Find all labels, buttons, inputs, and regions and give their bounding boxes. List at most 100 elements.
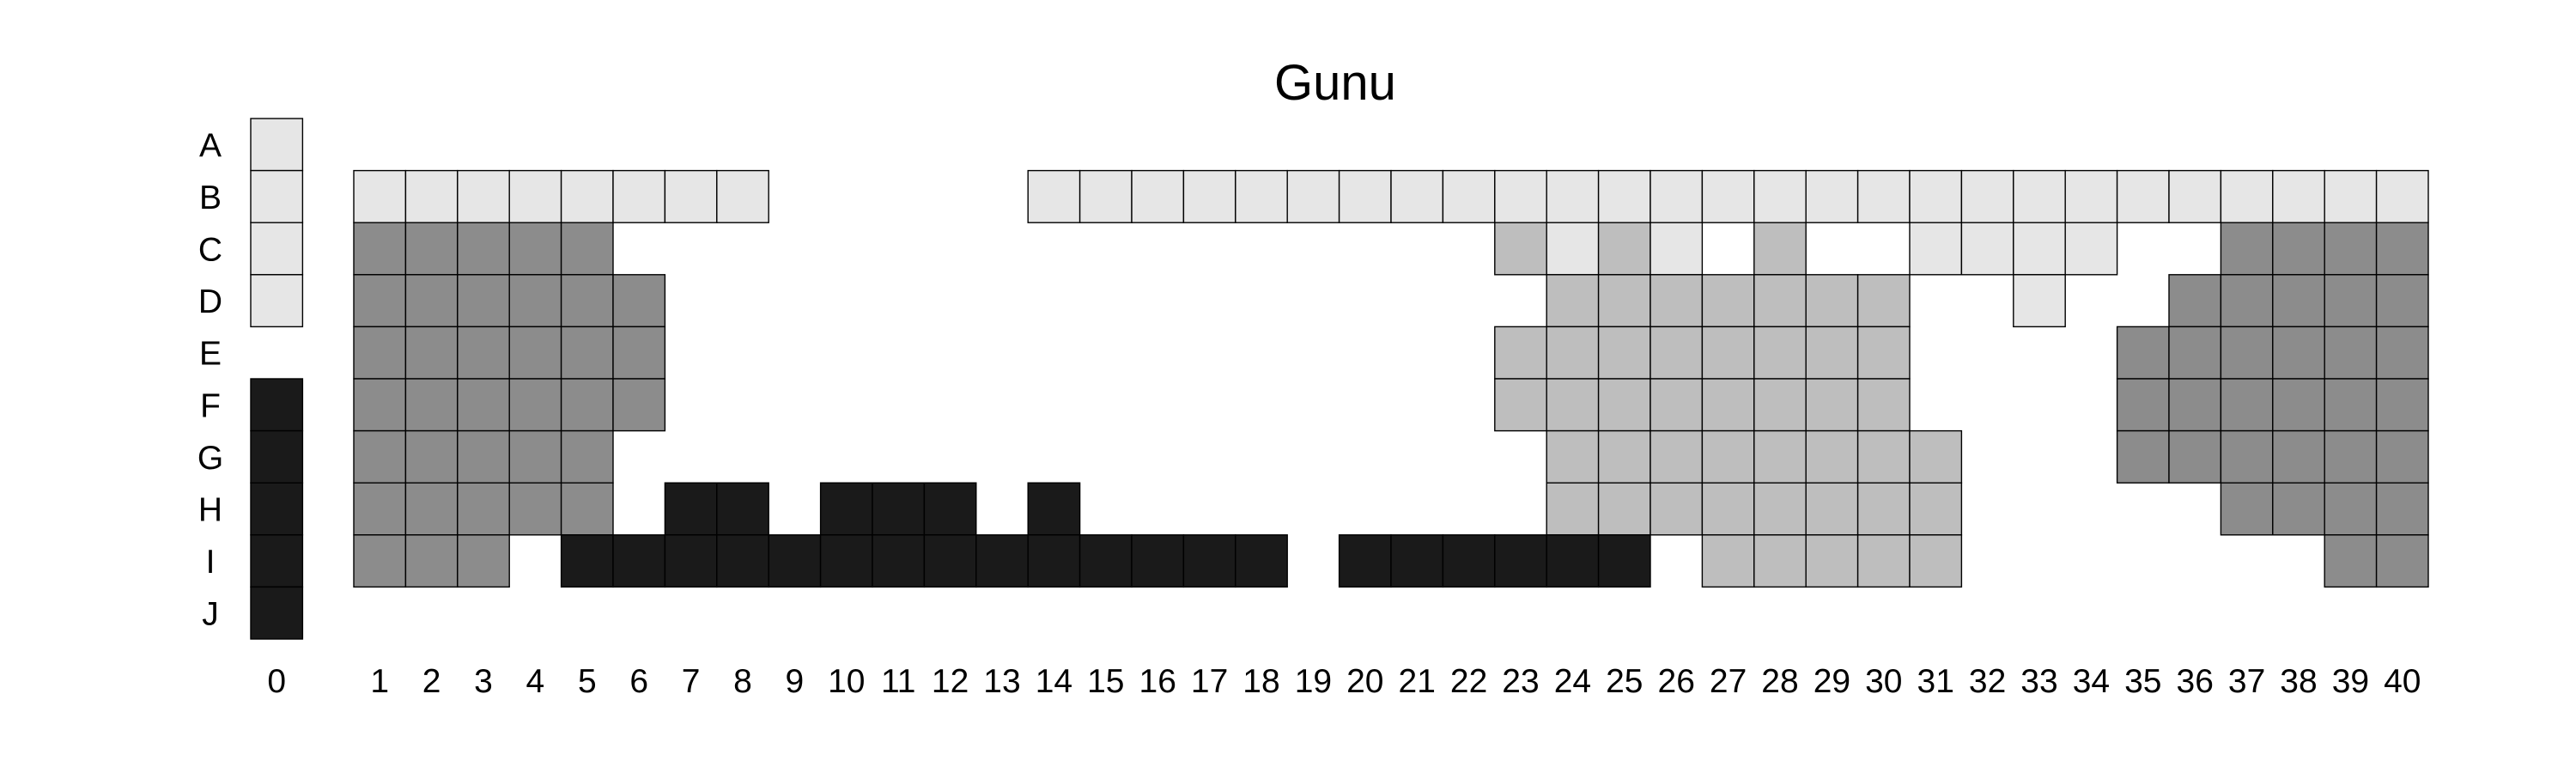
cell-I-6	[612, 534, 666, 588]
cell-G-37	[2220, 429, 2274, 484]
column-label-17: 17	[1191, 663, 1228, 700]
cell-H-38	[2272, 482, 2325, 536]
cell-G-24	[1546, 429, 1600, 484]
cell-D-25	[1597, 274, 1651, 328]
cell-E-27	[1701, 326, 1755, 380]
cell-G-30	[1856, 429, 1911, 484]
column-label-22: 22	[1450, 663, 1487, 700]
row-label-C: C	[198, 232, 222, 269]
cell-H-40	[2375, 482, 2429, 536]
cell-B-33	[2013, 169, 2066, 223]
cell-B-21	[1390, 169, 1444, 223]
cell-I-29	[1805, 534, 1859, 588]
cell-B-39	[2324, 169, 2378, 223]
cell-G-28	[1753, 429, 1807, 484]
cell-I-18	[1235, 534, 1288, 588]
cell-F-30	[1856, 378, 1911, 432]
cell-B-35	[2116, 169, 2170, 223]
cell-G-27	[1701, 429, 1755, 484]
cell-B-4	[508, 169, 562, 223]
cell-I-20	[1338, 534, 1392, 588]
cell-E-25	[1597, 326, 1651, 380]
cell-B-27	[1701, 169, 1755, 223]
cell-G-2	[404, 429, 459, 484]
column-label-40: 40	[2384, 663, 2421, 700]
cell-D-37	[2220, 274, 2274, 328]
cell-B-17	[1182, 169, 1236, 223]
column-label-35: 35	[2124, 663, 2161, 700]
cell-I-40	[2375, 534, 2429, 588]
cell-I-13	[975, 534, 1029, 588]
cell-C-40	[2375, 222, 2429, 276]
cell-B-26	[1649, 169, 1704, 223]
cell-H-2	[404, 482, 459, 536]
column-label-31: 31	[1917, 663, 1954, 700]
cell-G-35	[2116, 429, 2170, 484]
column-label-29: 29	[1814, 663, 1850, 700]
cell-E-2	[404, 326, 459, 380]
cell-G-40	[2375, 429, 2429, 484]
cell-F-6	[612, 378, 666, 432]
cell-I-22	[1442, 534, 1496, 588]
cell-G-0	[250, 429, 304, 484]
cell-H-30	[1856, 482, 1911, 536]
column-label-37: 37	[2228, 663, 2265, 700]
column-label-2: 2	[422, 663, 441, 700]
cell-B-19	[1286, 169, 1340, 223]
column-label-38: 38	[2280, 663, 2317, 700]
cell-B-2	[404, 169, 459, 223]
cell-H-25	[1597, 482, 1651, 536]
cell-B-14	[1027, 169, 1081, 223]
column-label-30: 30	[1865, 663, 1902, 700]
cell-D-28	[1753, 274, 1807, 328]
column-label-10: 10	[828, 663, 865, 700]
row-label-H: H	[198, 492, 222, 529]
cell-B-3	[457, 169, 510, 223]
column-label-27: 27	[1710, 663, 1747, 700]
column-label-0: 0	[267, 663, 286, 700]
column-label-14: 14	[1036, 663, 1072, 700]
cell-E-26	[1649, 326, 1704, 380]
column-label-26: 26	[1658, 663, 1695, 700]
cell-B-29	[1805, 169, 1859, 223]
cell-H-11	[872, 482, 926, 536]
cell-D-33	[2013, 274, 2066, 328]
cell-G-3	[457, 429, 510, 484]
column-label-16: 16	[1139, 663, 1176, 700]
row-label-F: F	[200, 387, 221, 424]
cell-H-31	[1909, 482, 1963, 536]
cell-H-26	[1649, 482, 1704, 536]
cell-A-0	[250, 118, 304, 172]
cell-E-4	[508, 326, 562, 380]
cell-E-5	[560, 326, 614, 380]
cell-B-23	[1494, 169, 1547, 223]
cell-D-4	[508, 274, 562, 328]
cell-I-12	[923, 534, 977, 588]
cell-D-30	[1856, 274, 1911, 328]
column-label-33: 33	[2020, 663, 2057, 700]
cell-D-29	[1805, 274, 1859, 328]
cell-C-1	[353, 222, 407, 276]
cell-H-7	[664, 482, 718, 536]
cell-B-32	[1960, 169, 2014, 223]
cell-I-8	[716, 534, 769, 588]
cell-I-7	[664, 534, 718, 588]
cell-E-28	[1753, 326, 1807, 380]
cell-C-33	[2013, 222, 2066, 276]
row-label-B: B	[199, 180, 222, 216]
cell-B-18	[1235, 169, 1288, 223]
cell-F-0	[250, 378, 304, 432]
column-label-28: 28	[1761, 663, 1798, 700]
cell-C-0	[250, 222, 304, 276]
column-label-23: 23	[1502, 663, 1539, 700]
cell-D-38	[2272, 274, 2325, 328]
cell-C-32	[1960, 222, 2014, 276]
cell-I-14	[1027, 534, 1081, 588]
cell-I-0	[250, 534, 304, 588]
cell-E-37	[2220, 326, 2274, 380]
cell-B-40	[2375, 169, 2429, 223]
cell-D-40	[2375, 274, 2429, 328]
row-label-E: E	[199, 336, 222, 373]
row-label-G: G	[197, 440, 223, 477]
